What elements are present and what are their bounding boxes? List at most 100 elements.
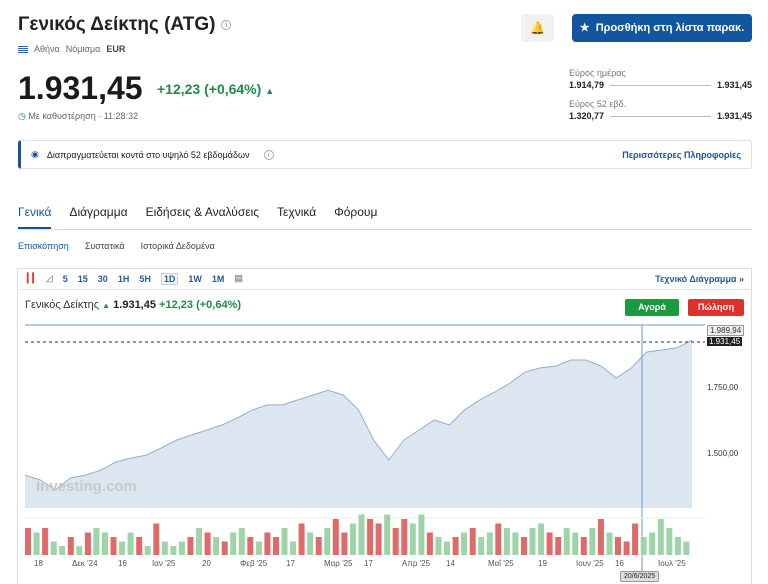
volume-bar (255, 541, 262, 555)
chart-toolbar: ┃┃ ◿ 5 15 30 1H 5H 1D 1W 1M ▤ Τεχνικό Διάγραμμα … (17, 268, 752, 290)
volume-bar (247, 537, 254, 555)
x-tick: 17 (286, 559, 295, 568)
tab-general[interactable]: Γενικά (18, 205, 52, 229)
volume-bar (136, 537, 143, 555)
volume-bar (589, 528, 596, 555)
x-tick: 14 (446, 559, 455, 568)
high-price-label: 1.989,94 (707, 325, 745, 336)
x-tick: 16 (615, 559, 624, 568)
currency: EUR (106, 44, 126, 54)
interval-1d[interactable]: 1D (160, 272, 179, 285)
more-info-link[interactable]: Περισσότερες Πληροφορίες (622, 149, 741, 160)
tab-news[interactable]: Ειδήσεις & Αναλύσεις (145, 205, 260, 219)
volume-bar (649, 532, 656, 555)
volume-bar (349, 523, 356, 555)
volume-bar (358, 514, 365, 555)
info-icon[interactable]: i (221, 19, 232, 30)
x-tick: Μαΐ '25 (488, 559, 514, 568)
volume-bar (623, 541, 630, 555)
volume-bar (486, 532, 493, 555)
day-range: Εύρος ημέρας 1.914,79 1.931,45 (569, 68, 752, 90)
volume-bar (657, 519, 664, 555)
page-title: Γενικός Δείκτης (ATG) i (18, 14, 232, 36)
x-tick: Μαρ '25 (324, 559, 353, 568)
volume-bar (170, 546, 177, 555)
volume-bar (332, 519, 339, 555)
x-tick: 16 (118, 559, 127, 568)
volume-bar (102, 532, 108, 555)
volume-bar (478, 537, 485, 555)
volume-bar (384, 514, 391, 555)
last-price-label: 1.931,45 (707, 337, 743, 346)
x-tick: Ιουλ '25 (658, 559, 686, 568)
volume-bar (127, 532, 134, 555)
volume-bar (187, 537, 194, 555)
volume-bar (546, 532, 553, 555)
interval-5h[interactable]: 5H (139, 273, 151, 284)
banner-text: Διαπραγματεύεται κοντά στο υψηλό 52 εβδο… (46, 149, 250, 160)
x-tick: Απρ '25 (402, 559, 431, 568)
subtab-overview[interactable]: Επισκόπηση (18, 241, 69, 251)
subtab-historical[interactable]: Ιστορικά Δεδομένα (140, 241, 215, 251)
technical-chart-link[interactable]: Τεχνικό Διάγραμμα » (655, 273, 744, 284)
instrument-meta: Αθήνα Νόμισμα EUR (18, 44, 125, 54)
candlestick-icon[interactable]: ┃┃ (25, 273, 36, 283)
volume-bar (33, 532, 40, 555)
add-alert-button[interactable]: 🔔 (521, 14, 554, 42)
subtab-components[interactable]: Συστατικά (84, 241, 125, 251)
x-tick: Ιαν '25 (152, 559, 176, 568)
tab-technical[interactable]: Τεχνικά (277, 205, 317, 219)
volume-bar (290, 541, 297, 555)
interval-1w[interactable]: 1W (188, 273, 202, 284)
info-icon[interactable]: i (263, 149, 274, 160)
volume-bar (632, 523, 639, 555)
volume-bar (606, 532, 613, 555)
buy-button[interactable]: Αγορά (625, 299, 679, 316)
exchange: Αθήνα (34, 44, 60, 54)
price-line (24, 339, 693, 491)
area-chart-icon[interactable]: ◿ (45, 273, 53, 283)
price-change: +12,23 (+0,64%) ▲ (157, 81, 275, 97)
investing-watermark: Investing.com (36, 478, 137, 495)
volume-bar (597, 519, 604, 555)
volume-bar (563, 528, 570, 555)
volume-bar (315, 537, 322, 555)
volume-bar (273, 537, 279, 555)
interval-1h[interactable]: 1H (117, 273, 130, 284)
volume-bar (367, 519, 374, 555)
volume-bar (580, 537, 587, 555)
volume-bar (495, 523, 502, 555)
tab-chart[interactable]: Διάγραμμα (69, 205, 128, 219)
volume-bar (324, 528, 331, 555)
interval-15[interactable]: 15 (77, 273, 88, 284)
tab-forum[interactable]: Φόρουμ (334, 205, 378, 219)
last-price: 1.931,45 (18, 70, 143, 106)
volume-bar (521, 537, 527, 555)
volume-bar (213, 537, 220, 555)
chart-container (17, 268, 752, 584)
interval-30[interactable]: 30 (97, 273, 108, 284)
volume-bar (341, 532, 348, 555)
y-tick: 1.500,00 (707, 449, 739, 458)
volume-bar (119, 541, 126, 555)
volume-bar (144, 546, 151, 555)
add-to-watchlist-button[interactable]: ★ Προσθήκη στη λίστα παρακ. (572, 14, 752, 42)
volume-bar (666, 528, 673, 555)
interval-1m[interactable]: 1M (211, 273, 225, 284)
volume-bar (67, 537, 74, 555)
volume-bar (153, 523, 160, 555)
layout-icon[interactable]: ▤ (234, 273, 243, 283)
sell-button[interactable]: Πώληση (688, 299, 744, 316)
volume-bar (42, 528, 49, 555)
volume-bar (307, 532, 314, 555)
up-arrow-icon: ▲ (102, 301, 111, 310)
x-tick: 19 (538, 559, 547, 568)
volume-bar (375, 523, 382, 555)
x-tick: 18 (34, 559, 43, 568)
x-tick: Ιουν '25 (576, 559, 604, 568)
volume-bar (221, 541, 228, 555)
interval-5[interactable]: 5 (62, 273, 68, 284)
volume-bar (452, 537, 459, 555)
volume-bar (50, 541, 57, 555)
